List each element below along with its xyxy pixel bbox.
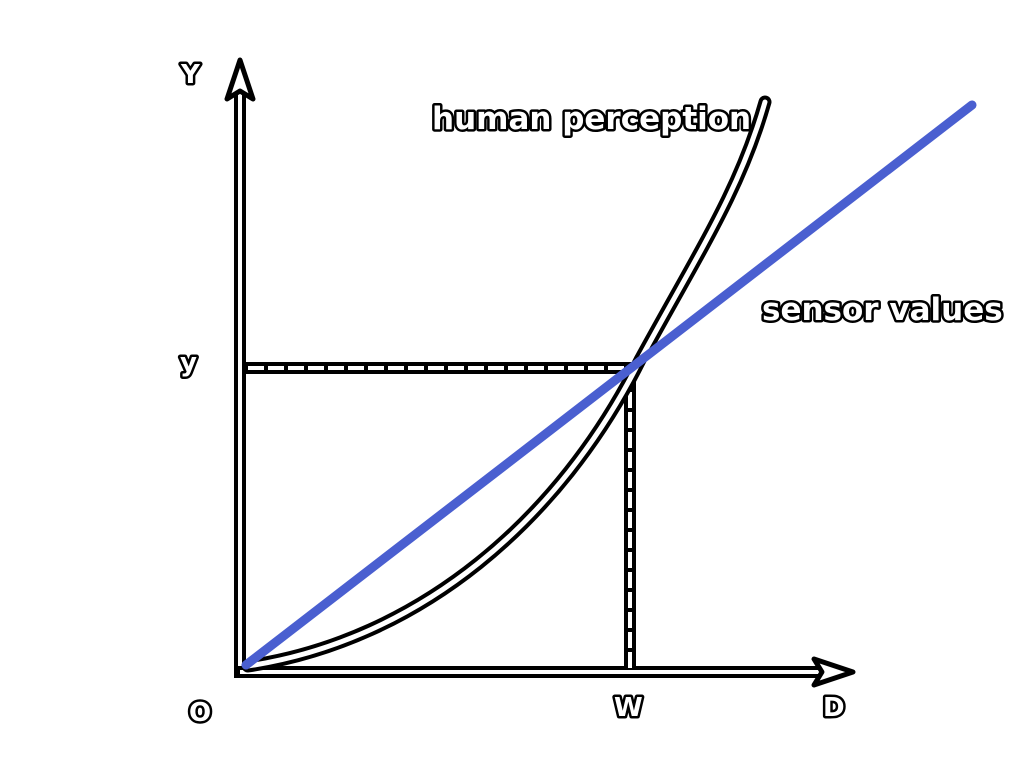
w-marker-label: W	[614, 693, 643, 723]
y-marker-label: y	[180, 348, 197, 378]
y-axis	[224, 57, 256, 676]
y-axis-label: Y	[180, 60, 201, 90]
sensor-values-label: sensor values	[762, 292, 1003, 328]
human-perception-curve	[241, 95, 772, 673]
x-axis-label: D	[823, 693, 845, 723]
sensor-values-line	[241, 100, 977, 670]
origin-label: O	[189, 698, 211, 728]
y-axis-arrowhead	[224, 57, 256, 102]
x-axis	[234, 656, 856, 688]
human-perception-label: human perception	[432, 101, 751, 137]
x-axis-arrowhead	[811, 656, 856, 688]
